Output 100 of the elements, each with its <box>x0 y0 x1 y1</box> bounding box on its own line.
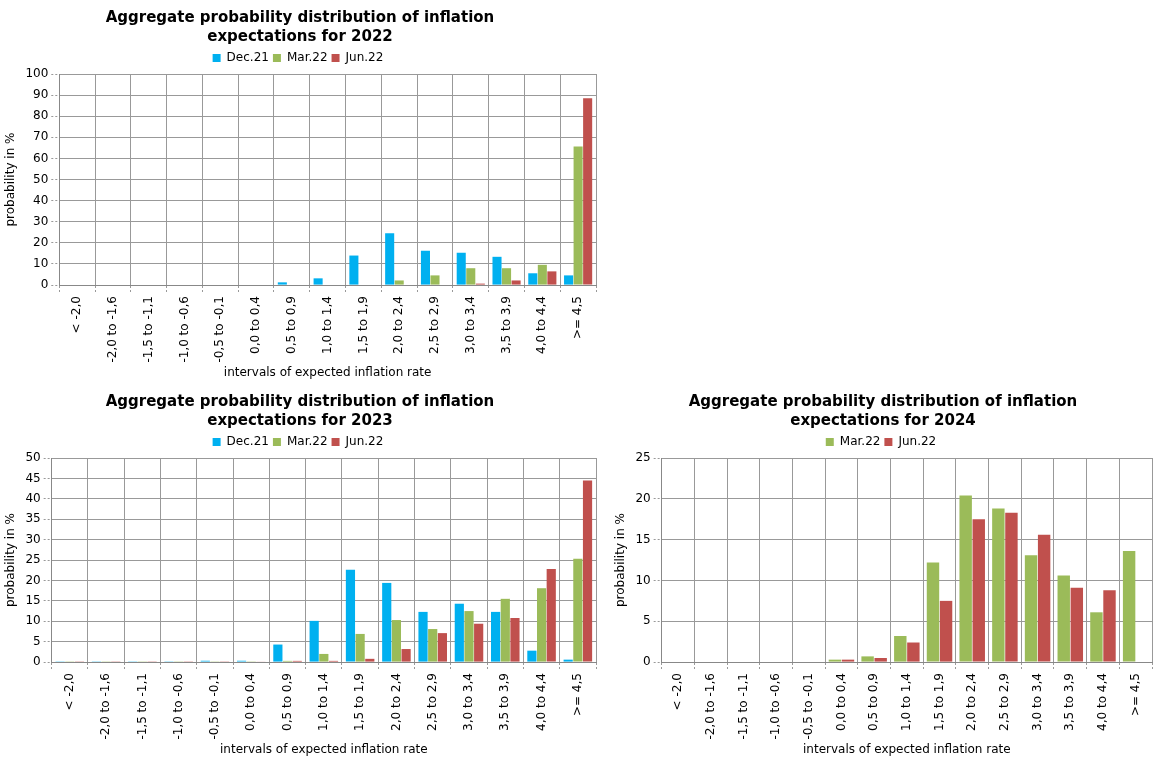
x-tick-label: -0,5 to -0,1 <box>800 673 815 740</box>
x-tick-label: 1,5 to 1,9 <box>931 673 946 731</box>
bar <box>1103 590 1116 662</box>
bar <box>273 644 283 662</box>
y-tick-label: 40 <box>33 192 49 207</box>
y-tick-label: 50 <box>33 171 49 186</box>
bar <box>1005 512 1018 662</box>
bar <box>491 611 501 662</box>
x-tick-label: 3,0 to 3,4 <box>1029 673 1044 731</box>
x-tick-label: < -2,0 <box>61 673 76 711</box>
y-tick-label: 90 <box>33 87 49 102</box>
bar <box>527 650 537 662</box>
x-axis-title: intervals of expected inflation rate <box>220 741 428 756</box>
x-tick-label: 0,5 to 0,9 <box>279 673 294 731</box>
chart-title: Aggregate probability distribution of inflation expectations for 2022 <box>104 8 496 47</box>
legend-label: Jun.22 <box>344 50 384 65</box>
y-tick-label: 45 <box>25 470 41 485</box>
legend-label: Jun.22 <box>344 434 384 449</box>
x-tick-label: 0,5 to 0,9 <box>866 673 881 731</box>
x-tick-label: 2,0 to 2,4 <box>391 296 406 354</box>
bar <box>573 146 583 285</box>
x-tick-label: 3,5 to 3,9 <box>1062 673 1077 731</box>
y-tick-label: 20 <box>25 572 41 587</box>
y-tick-label: 10 <box>635 572 651 587</box>
bar <box>313 278 323 285</box>
x-tick-label: -1,5 to -1,1 <box>735 673 750 740</box>
bar <box>437 633 447 662</box>
bar <box>394 280 404 285</box>
legend-label: Jun.22 <box>897 434 937 449</box>
y-tick-label: 60 <box>33 150 49 165</box>
bar <box>345 569 356 662</box>
x-tick-label: -1,5 to -1,1 <box>134 673 149 740</box>
bar <box>466 268 476 285</box>
bar <box>907 642 920 662</box>
bar <box>1024 555 1038 662</box>
y-tick-label: 20 <box>635 490 651 505</box>
y-tick-label: 5 <box>33 633 41 648</box>
x-tick-label: >= 4,5 <box>1127 673 1142 717</box>
x-tick-label: 2,0 to 2,4 <box>964 673 979 731</box>
x-tick-label: 0,5 to 0,9 <box>284 296 298 354</box>
x-tick-label: -1,0 to -0,6 <box>768 673 783 740</box>
y-tick-label: 30 <box>25 531 41 546</box>
bar <box>861 656 874 662</box>
x-tick-label: -1,0 to -0,6 <box>170 673 185 740</box>
y-tick-label: 80 <box>33 108 49 123</box>
bar <box>309 620 319 662</box>
bar <box>992 508 1005 662</box>
bar <box>319 653 329 662</box>
y-tick-label: 30 <box>33 213 49 228</box>
bar <box>583 98 593 285</box>
bar <box>547 271 557 285</box>
bar <box>401 649 411 662</box>
y-tick-label: 10 <box>25 613 41 628</box>
x-axis-title: intervals of expected inflation rate <box>223 364 432 379</box>
x-tick-label: 3,5 to 3,9 <box>497 673 512 731</box>
x-tick-label: 1,0 to 1,4 <box>315 673 330 731</box>
bar <box>502 268 512 285</box>
bar <box>926 562 940 662</box>
y-tick-label: 50 <box>25 450 41 465</box>
y-tick-label: 5 <box>643 613 651 628</box>
bar <box>391 620 402 662</box>
bar <box>1037 534 1051 662</box>
legend-label: Mar.22 <box>286 434 328 449</box>
y-tick-label: 15 <box>25 592 41 607</box>
chart-title: Aggregate probability distribution of inflation expectations for 2023 <box>104 392 496 431</box>
y-tick-label: 70 <box>33 129 49 144</box>
chart-title: Aggregate probability distribution of inflation expectations for 2024 <box>687 392 1079 431</box>
bar <box>456 252 466 285</box>
x-tick-label: -2,0 to -1,6 <box>105 296 120 363</box>
y-tick-label: 35 <box>25 511 41 526</box>
bar <box>894 635 907 662</box>
x-tick-label: 4,0 to 4,4 <box>1095 673 1110 731</box>
x-tick-label: -2,0 to -1,6 <box>98 673 113 740</box>
bar <box>418 611 428 662</box>
x-tick-label: >= 4,5 <box>570 296 585 340</box>
x-tick-label: 1,0 to 1,4 <box>898 673 913 731</box>
legend-label: Mar.22 <box>839 434 881 449</box>
legend-label: Mar.22 <box>286 50 328 65</box>
x-tick-label: 1,0 to 1,4 <box>319 296 334 354</box>
x-tick-label: -2,0 to -1,6 <box>702 673 717 740</box>
x-tick-label: 0,0 to 0,4 <box>243 673 258 731</box>
y-tick-label: 40 <box>25 490 41 505</box>
x-tick-label: < -2,0 <box>670 673 685 711</box>
y-tick-label: 25 <box>25 552 41 567</box>
bar <box>428 629 438 662</box>
bar <box>365 658 375 662</box>
bar <box>874 658 887 662</box>
x-tick-label: 4,0 to 4,4 <box>534 296 549 354</box>
x-tick-label: 0,0 to 0,4 <box>248 296 263 354</box>
bar <box>385 233 395 285</box>
bar <box>564 275 574 285</box>
y-tick-label: 20 <box>33 235 49 249</box>
y-tick-label: 0 <box>40 277 49 292</box>
x-tick-label: -1,0 to -0,6 <box>176 296 191 363</box>
x-tick-label: 3,5 to 3,9 <box>498 296 513 354</box>
bar <box>546 569 556 662</box>
legend-label: Dec.21 <box>226 50 269 65</box>
y-tick-label: 0 <box>33 654 41 669</box>
y-tick-label: 15 <box>635 531 651 546</box>
x-tick-label: >= 4,5 <box>569 673 584 717</box>
